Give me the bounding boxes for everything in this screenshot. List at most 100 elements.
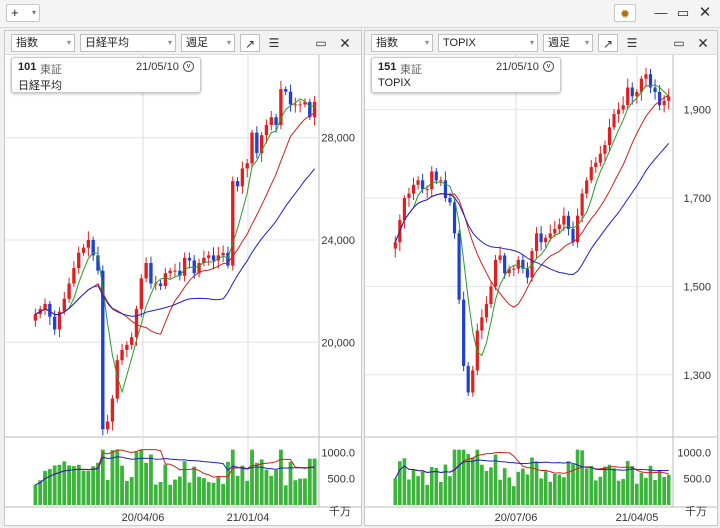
volume-bar (393, 478, 398, 505)
candle-body (521, 259, 525, 269)
menu-lines-icon[interactable]: ☰ (268, 36, 280, 50)
candle-body (457, 233, 461, 300)
candle-body (612, 114, 616, 128)
add-label: + (11, 5, 19, 20)
volume-tick-label: 500.0 (327, 474, 355, 486)
volume-bar (566, 461, 571, 505)
volume-unit-label: 千万 (329, 505, 351, 518)
candle-body (548, 233, 552, 238)
candle-body (134, 309, 139, 338)
close-icon[interactable]: ✕ (698, 4, 712, 21)
candle-body (493, 259, 498, 287)
volume-bar (516, 471, 521, 505)
price-chart[interactable]: 1,300 1,500 1,700 1,900 1000.0 500.0 千万 20/07/0… (365, 55, 717, 525)
volume-bar (443, 464, 448, 505)
candle-body (434, 171, 438, 181)
expand-arrow-icon[interactable]: ↗ (240, 34, 260, 52)
symbol-select[interactable]: TOPIX ▾ (438, 34, 538, 52)
volume-bar (621, 478, 625, 505)
candle-body (393, 242, 397, 249)
candle-body (279, 89, 283, 125)
volume-bar (153, 484, 158, 505)
category-select[interactable]: 指数 ▾ (371, 34, 433, 52)
candle-body (303, 101, 307, 105)
volume-tick-label: 1000.0 (321, 447, 355, 459)
close-panel-icon[interactable]: ✕ (697, 35, 709, 51)
menu-lines-icon[interactable]: ☰ (626, 36, 638, 50)
candle-body (484, 304, 489, 318)
panel-toolbar: 指数 ▾ TOPIX ▾ 週足 ▾ ↗ ☰ ▭ ✕ (365, 31, 717, 55)
volume-bar (149, 454, 153, 505)
candle-body (421, 180, 425, 190)
chevron-down-icon: ▾ (226, 38, 231, 47)
period-select[interactable]: 週足 ▾ (543, 34, 593, 52)
volume-bar (539, 478, 543, 505)
volume-bar (598, 476, 603, 505)
category-value: 指数 (376, 37, 398, 49)
moving-average-line (394, 142, 670, 276)
volume-bar (91, 466, 96, 505)
candle-body (598, 153, 602, 163)
candle-body (644, 74, 648, 79)
symbol-value: TOPIX (443, 37, 476, 49)
maximize-panel-icon[interactable]: ▭ (315, 36, 327, 50)
volume-bar (144, 462, 149, 505)
candle-body (448, 198, 452, 203)
candle-body (653, 87, 657, 92)
candle-body (566, 215, 571, 229)
candle-body (512, 268, 516, 270)
volume-bar (584, 468, 589, 505)
volume-bar (530, 457, 534, 505)
candle-body (250, 132, 254, 164)
volume-bar (86, 470, 91, 505)
volume-bar (502, 468, 507, 505)
volume-bar (254, 462, 259, 505)
close-panel-icon[interactable]: ✕ (339, 35, 351, 51)
candle-body (43, 303, 47, 310)
price-tick-label: 1,300 (683, 370, 711, 382)
candle-body (639, 78, 643, 92)
add-chart-button[interactable]: + ▾ (6, 4, 40, 22)
symbol-select[interactable]: 日経平均 ▾ (80, 34, 176, 52)
candle-body (178, 270, 182, 276)
maximize-icon[interactable]: ▭ (676, 5, 690, 20)
volume-bar (461, 449, 466, 505)
chevron-down-icon[interactable]: v (183, 61, 194, 72)
volume-bar (407, 479, 411, 505)
candle-body (182, 257, 187, 276)
candle-body (226, 252, 230, 266)
period-select[interactable]: 週足 ▾ (181, 34, 235, 52)
maximize-panel-icon[interactable]: ▭ (673, 36, 685, 50)
candle-body (439, 180, 443, 182)
volume-bar (115, 449, 120, 505)
panel-toolbar: 指数 ▾ 日経平均 ▾ 週足 ▾ ↗ ☰ ▭ ✕ (5, 31, 361, 55)
price-tick-label: 1,700 (683, 193, 711, 205)
candle-body (231, 181, 235, 266)
price-tick-label: 1,500 (683, 281, 711, 293)
candle-body (259, 135, 264, 154)
candle-body (96, 255, 100, 271)
volume-bar (206, 482, 211, 505)
candle-body (274, 117, 278, 125)
volume-bar (221, 483, 226, 505)
volume-bar (163, 464, 168, 505)
expand-arrow-icon[interactable]: ↗ (598, 34, 618, 52)
chevron-down-icon[interactable]: v (543, 61, 554, 72)
candle-body (443, 180, 448, 199)
volume-bar (52, 465, 57, 505)
chevron-down-icon: ▾ (31, 8, 36, 17)
price-chart[interactable]: 20,000 24,000 28,000 1000.0 500.0 千万 20/04/06 2… (5, 55, 361, 525)
volume-bar (630, 466, 635, 505)
minimize-icon[interactable]: — (654, 5, 668, 20)
volume-average-line (394, 459, 669, 479)
candle-body (308, 101, 312, 118)
volume-bar (425, 484, 430, 505)
info-name: 日経平均 (18, 80, 62, 92)
candle-body (269, 117, 273, 125)
gear-icon[interactable]: ✹ (614, 4, 636, 22)
volume-bar (534, 461, 539, 505)
candle-body (498, 255, 502, 260)
category-select[interactable]: 指数 ▾ (11, 34, 75, 52)
candle-body (575, 215, 580, 243)
volume-bar (81, 470, 86, 505)
